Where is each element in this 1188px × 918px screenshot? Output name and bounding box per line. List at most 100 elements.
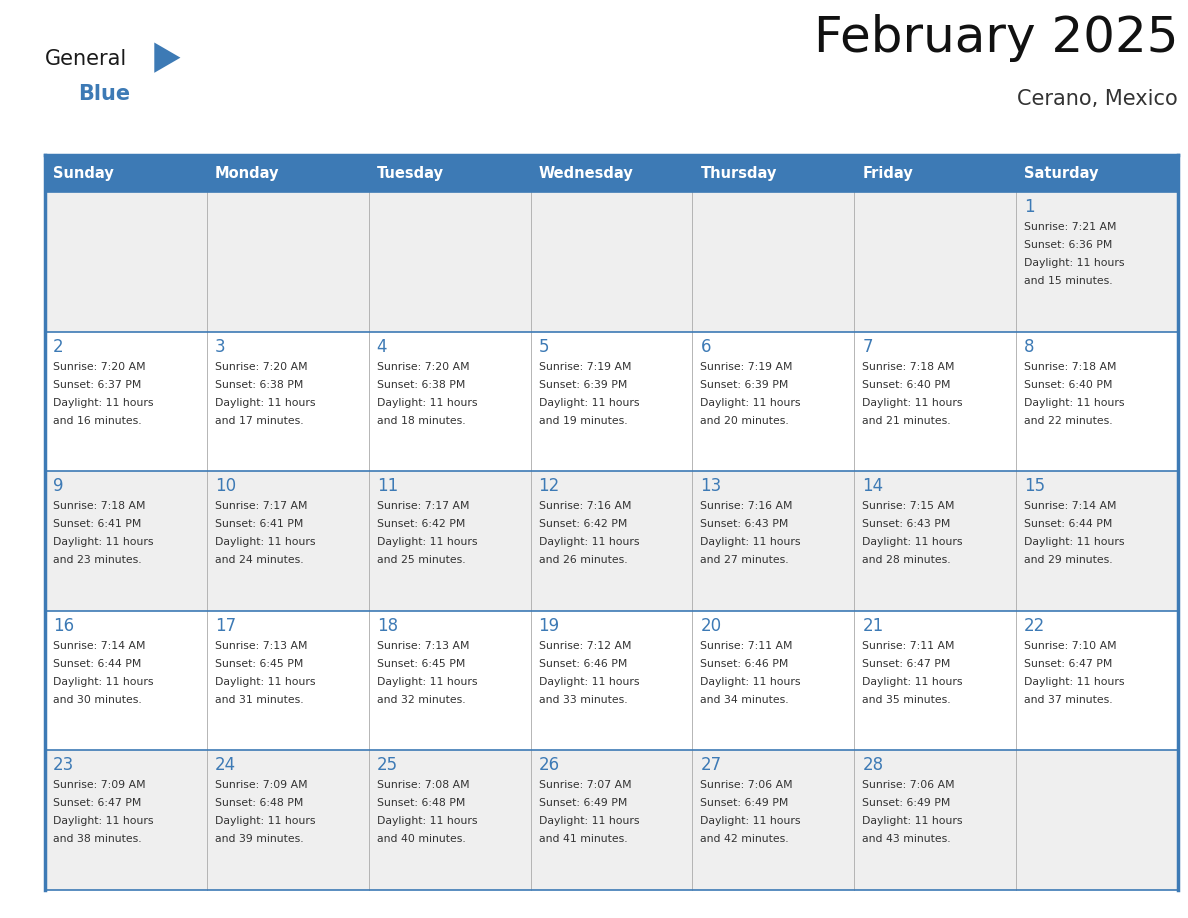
Text: and 24 minutes.: and 24 minutes. [215, 555, 303, 565]
Text: Sunrise: 7:20 AM: Sunrise: 7:20 AM [377, 362, 469, 372]
Text: and 28 minutes.: and 28 minutes. [862, 555, 950, 565]
Text: Sunrise: 7:13 AM: Sunrise: 7:13 AM [377, 641, 469, 651]
Text: Sunset: 6:37 PM: Sunset: 6:37 PM [53, 380, 141, 389]
Text: 2: 2 [53, 338, 64, 355]
Text: Daylight: 11 hours: Daylight: 11 hours [53, 677, 153, 687]
Text: Daylight: 11 hours: Daylight: 11 hours [377, 537, 478, 547]
Text: Sunset: 6:47 PM: Sunset: 6:47 PM [53, 799, 141, 809]
Text: Sunrise: 7:20 AM: Sunrise: 7:20 AM [53, 362, 146, 372]
Text: Sunset: 6:49 PM: Sunset: 6:49 PM [538, 799, 627, 809]
Text: 23: 23 [53, 756, 74, 775]
Text: Sunset: 6:41 PM: Sunset: 6:41 PM [53, 520, 141, 529]
Text: and 33 minutes.: and 33 minutes. [538, 695, 627, 705]
Text: and 35 minutes.: and 35 minutes. [862, 695, 950, 705]
Bar [45, 192, 1178, 331]
Text: 19: 19 [538, 617, 560, 635]
Text: Sunset: 6:43 PM: Sunset: 6:43 PM [862, 520, 950, 529]
Text: Monday: Monday [215, 166, 279, 181]
Text: Daylight: 11 hours: Daylight: 11 hours [215, 397, 315, 408]
Text: 12: 12 [538, 477, 560, 495]
Text: Sunrise: 7:17 AM: Sunrise: 7:17 AM [215, 501, 308, 511]
Text: Daylight: 11 hours: Daylight: 11 hours [538, 537, 639, 547]
Text: Sunset: 6:45 PM: Sunset: 6:45 PM [377, 659, 465, 669]
Bar [45, 610, 1178, 750]
Text: 20: 20 [701, 617, 721, 635]
Text: 27: 27 [701, 756, 721, 775]
Text: Sunrise: 7:17 AM: Sunrise: 7:17 AM [377, 501, 469, 511]
Text: 21: 21 [862, 617, 884, 635]
Text: Daylight: 11 hours: Daylight: 11 hours [377, 816, 478, 826]
Text: Sunset: 6:46 PM: Sunset: 6:46 PM [701, 659, 789, 669]
Text: Daylight: 11 hours: Daylight: 11 hours [53, 537, 153, 547]
Text: Sunset: 6:43 PM: Sunset: 6:43 PM [701, 520, 789, 529]
Text: Sunrise: 7:19 AM: Sunrise: 7:19 AM [538, 362, 631, 372]
Text: 15: 15 [1024, 477, 1045, 495]
Text: Sunset: 6:39 PM: Sunset: 6:39 PM [538, 380, 627, 389]
Text: Daylight: 11 hours: Daylight: 11 hours [1024, 397, 1125, 408]
Text: Daylight: 11 hours: Daylight: 11 hours [538, 677, 639, 687]
Text: Sunset: 6:49 PM: Sunset: 6:49 PM [862, 799, 950, 809]
Bar [45, 750, 1178, 890]
Text: Sunrise: 7:10 AM: Sunrise: 7:10 AM [1024, 641, 1117, 651]
Text: 16: 16 [53, 617, 74, 635]
Text: 4: 4 [377, 338, 387, 355]
Text: Sunrise: 7:11 AM: Sunrise: 7:11 AM [862, 641, 955, 651]
Text: 3: 3 [215, 338, 226, 355]
Text: and 19 minutes.: and 19 minutes. [538, 416, 627, 426]
Text: and 27 minutes.: and 27 minutes. [701, 555, 789, 565]
Text: and 31 minutes.: and 31 minutes. [215, 695, 303, 705]
Text: 18: 18 [377, 617, 398, 635]
Text: Sunrise: 7:21 AM: Sunrise: 7:21 AM [1024, 222, 1117, 232]
Text: Daylight: 11 hours: Daylight: 11 hours [701, 816, 801, 826]
Text: and 17 minutes.: and 17 minutes. [215, 416, 303, 426]
Text: and 16 minutes.: and 16 minutes. [53, 416, 141, 426]
Text: Sunset: 6:36 PM: Sunset: 6:36 PM [1024, 240, 1112, 250]
Text: and 32 minutes.: and 32 minutes. [377, 695, 466, 705]
Text: Sunset: 6:44 PM: Sunset: 6:44 PM [1024, 520, 1112, 529]
Text: Daylight: 11 hours: Daylight: 11 hours [377, 677, 478, 687]
Text: and 25 minutes.: and 25 minutes. [377, 555, 466, 565]
Text: Sunday: Sunday [53, 166, 114, 181]
Text: Daylight: 11 hours: Daylight: 11 hours [862, 816, 962, 826]
Text: Sunrise: 7:18 AM: Sunrise: 7:18 AM [862, 362, 955, 372]
Text: Daylight: 11 hours: Daylight: 11 hours [862, 677, 962, 687]
Text: and 30 minutes.: and 30 minutes. [53, 695, 141, 705]
Text: and 23 minutes.: and 23 minutes. [53, 555, 141, 565]
Text: Sunrise: 7:18 AM: Sunrise: 7:18 AM [53, 501, 145, 511]
Text: 7: 7 [862, 338, 873, 355]
Text: Sunset: 6:42 PM: Sunset: 6:42 PM [538, 520, 627, 529]
Text: Daylight: 11 hours: Daylight: 11 hours [1024, 677, 1125, 687]
Bar [45, 471, 1178, 610]
Text: February 2025: February 2025 [814, 14, 1178, 62]
Text: Daylight: 11 hours: Daylight: 11 hours [215, 677, 315, 687]
Text: Sunrise: 7:11 AM: Sunrise: 7:11 AM [701, 641, 792, 651]
Text: and 37 minutes.: and 37 minutes. [1024, 695, 1113, 705]
Text: Sunrise: 7:06 AM: Sunrise: 7:06 AM [701, 780, 794, 790]
Text: and 15 minutes.: and 15 minutes. [1024, 276, 1113, 286]
Text: Sunset: 6:47 PM: Sunset: 6:47 PM [1024, 659, 1112, 669]
Text: Sunrise: 7:16 AM: Sunrise: 7:16 AM [538, 501, 631, 511]
Text: and 43 minutes.: and 43 minutes. [862, 834, 950, 845]
Text: Sunrise: 7:15 AM: Sunrise: 7:15 AM [862, 501, 955, 511]
Text: Sunset: 6:47 PM: Sunset: 6:47 PM [862, 659, 950, 669]
Text: Daylight: 11 hours: Daylight: 11 hours [862, 537, 962, 547]
Text: Daylight: 11 hours: Daylight: 11 hours [53, 816, 153, 826]
Text: 17: 17 [215, 617, 236, 635]
Text: General: General [45, 49, 127, 69]
Text: Sunset: 6:39 PM: Sunset: 6:39 PM [701, 380, 789, 389]
Text: and 38 minutes.: and 38 minutes. [53, 834, 141, 845]
Text: Daylight: 11 hours: Daylight: 11 hours [215, 816, 315, 826]
Text: Sunrise: 7:13 AM: Sunrise: 7:13 AM [215, 641, 308, 651]
Text: and 42 minutes.: and 42 minutes. [701, 834, 789, 845]
Text: and 20 minutes.: and 20 minutes. [701, 416, 789, 426]
Text: Sunrise: 7:09 AM: Sunrise: 7:09 AM [53, 780, 146, 790]
Text: Sunset: 6:42 PM: Sunset: 6:42 PM [377, 520, 465, 529]
Text: and 39 minutes.: and 39 minutes. [215, 834, 303, 845]
Text: 6: 6 [701, 338, 710, 355]
Text: Sunset: 6:45 PM: Sunset: 6:45 PM [215, 659, 303, 669]
Text: 1: 1 [1024, 198, 1035, 216]
Text: 25: 25 [377, 756, 398, 775]
Text: Daylight: 11 hours: Daylight: 11 hours [538, 816, 639, 826]
Text: 11: 11 [377, 477, 398, 495]
Text: Sunrise: 7:09 AM: Sunrise: 7:09 AM [215, 780, 308, 790]
